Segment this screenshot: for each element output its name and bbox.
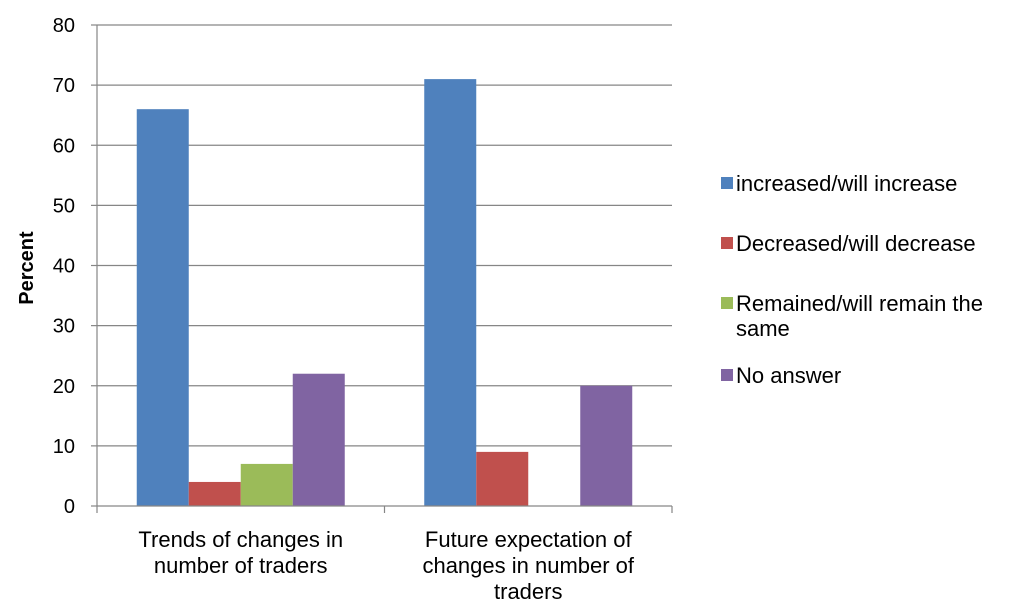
legend-item: increased/will increase (721, 171, 957, 196)
legend-label-line: Decreased/will decrease (736, 231, 976, 256)
legend-label-line: Remained/will remain the (736, 291, 983, 316)
legend-item: No answer (721, 363, 841, 388)
legend-swatch (721, 237, 733, 249)
bars (136, 79, 633, 507)
y-tick-label: 0 (64, 496, 75, 518)
y-tick-label: 40 (53, 256, 75, 278)
legend-swatch (721, 369, 733, 381)
legend-swatch (721, 297, 733, 309)
legend: increased/will increase Decreased/will de… (721, 171, 983, 388)
y-tick-label: 50 (53, 195, 75, 217)
x-category-label-line: number of traders (154, 553, 328, 578)
legend-item: Remained/will remain the same (721, 291, 983, 341)
bar-decreased-will-decrease-2 (476, 451, 529, 506)
legend-label: increased/will increase (736, 171, 957, 196)
y-tick-label: 70 (53, 75, 75, 97)
gridlines (97, 24, 672, 447)
bar-no-answer-2 (580, 385, 633, 506)
legend-item: Decreased/will decrease (721, 231, 976, 256)
legend-label-line: same (736, 316, 790, 341)
bar-remained-will-remain-the-same-1 (240, 463, 293, 506)
x-category-label-line: Trends of changes in (138, 527, 343, 552)
y-tick-label: 30 (53, 316, 75, 338)
x-category-label: Future expectation of changes in number o… (422, 527, 634, 604)
legend-swatch (721, 177, 733, 189)
y-axis-title: Percent (16, 231, 38, 305)
x-category-label-line: traders (494, 579, 562, 604)
x-category-label: Trends of changes in number of traders (138, 527, 343, 578)
legend-label: Remained/will remain the same (736, 291, 983, 341)
legend-label: No answer (736, 363, 841, 388)
legend-label-line: No answer (736, 363, 841, 388)
y-tick-label: 10 (53, 436, 75, 458)
bar-increased-will-increase-2 (424, 79, 477, 507)
bar-increased-will-increase-1 (136, 109, 189, 507)
y-tick-labels: 0 10 20 30 40 50 60 70 80 (53, 15, 75, 518)
y-tick-label: 60 (53, 135, 75, 157)
axes (91, 24, 673, 513)
x-category-label-line: changes in number of (422, 553, 634, 578)
y-tick-label: 80 (53, 15, 75, 37)
bar-no-answer-1 (292, 373, 345, 506)
x-category-label-line: Future expectation of (425, 527, 633, 552)
category-labels: Trends of changes in number of traders Fut… (138, 527, 634, 604)
legend-label: Decreased/will decrease (736, 231, 976, 256)
bar-decreased-will-decrease-1 (188, 481, 241, 506)
y-tick-label: 20 (53, 376, 75, 398)
legend-label-line: increased/will increase (736, 171, 957, 196)
